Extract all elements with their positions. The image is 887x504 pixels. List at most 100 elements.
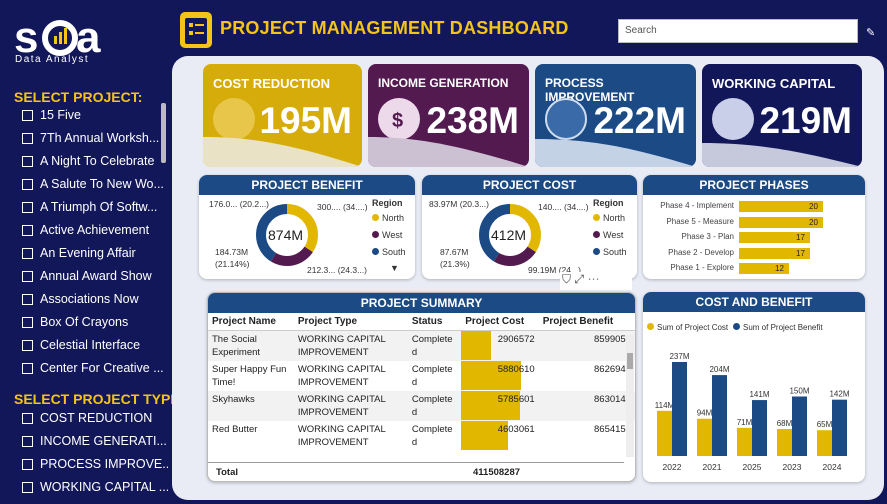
checkbox[interactable] xyxy=(22,247,33,259)
table-row[interactable]: Skyhawks WORKING CAPITAL IMPROVEMENT Compl… xyxy=(208,391,635,421)
legend-item-benefit[interactable]: Sum of Project Benefit xyxy=(733,323,823,332)
phase-row[interactable]: Phase 5 - Measure 20 xyxy=(643,216,865,229)
project-filter-item[interactable]: A Salute To New Wo... xyxy=(22,177,168,191)
table-row[interactable]: The Social Experiment WORKING CAPITAL IMP… xyxy=(208,330,635,361)
legend-item-south[interactable]: South xyxy=(593,247,627,257)
phase-row[interactable]: Phase 2 - Develop 17 xyxy=(643,247,865,260)
cost-and-benefit-card[interactable]: COST AND BENEFIT Sum of Project Cost Sum… xyxy=(643,292,865,482)
project-filter-item[interactable]: Associations Now xyxy=(22,292,168,306)
kpi-label: COST REDUCTION xyxy=(213,76,330,91)
project-type-filter-item[interactable]: WORKING CAPITAL ... xyxy=(22,480,168,494)
focus-mode-icon[interactable]: ⤢ xyxy=(574,272,584,286)
project-type-filter-item[interactable]: COST REDUCTION xyxy=(22,411,168,425)
table-scrollbar[interactable] xyxy=(626,335,634,457)
legend-item-west[interactable]: West xyxy=(593,230,623,240)
eraser-icon[interactable]: ✎ xyxy=(866,27,876,39)
select-project-type-heading: SELECT PROJECT TYPE: xyxy=(14,391,185,407)
cost-benefit-chart[interactable]: 114M 237M 2022 94M 204M 2021 71M 141M 2025 68M 150… xyxy=(643,336,865,482)
benefit-bar[interactable] xyxy=(832,399,847,456)
search-input[interactable]: Search xyxy=(618,19,858,43)
checkbox[interactable] xyxy=(22,435,33,447)
cost-bar[interactable] xyxy=(737,427,752,456)
legend-item-cost[interactable]: Sum of Project Cost xyxy=(647,323,728,332)
project-filter-item[interactable]: An Evening Affair xyxy=(22,246,168,260)
project-filter-label: A Triumph Of Softw... xyxy=(40,200,158,214)
benefit-bar[interactable] xyxy=(752,400,767,456)
column-header[interactable]: Status xyxy=(407,313,462,331)
column-header[interactable]: Project Cost xyxy=(461,313,539,331)
kpi-cost-reduction[interactable]: COST REDUCTION 195M xyxy=(203,64,362,167)
donut-data-label: (21.3%) xyxy=(440,259,470,269)
benefit-donut[interactable] xyxy=(255,203,319,267)
project-cost-card[interactable]: PROJECT COST 412M 83.97M (20.3...) 140..… xyxy=(422,175,637,279)
phase-bar[interactable] xyxy=(739,232,810,243)
column-header[interactable]: Project Name xyxy=(208,313,294,331)
bar-data-label: 94M xyxy=(697,409,713,418)
project-filter-item[interactable]: 15 Five xyxy=(22,108,168,122)
project-filter-item[interactable]: A Night To Celebrate xyxy=(22,154,168,168)
kpi-working-capital[interactable]: WORKING CAPITAL 219M xyxy=(702,64,862,167)
legend-item-west[interactable]: West xyxy=(372,230,402,240)
project-summary-card[interactable]: PROJECT SUMMARY Project Name Project Typ… xyxy=(207,292,636,482)
checkbox[interactable] xyxy=(22,412,33,424)
project-filter-item[interactable]: Active Achievement xyxy=(22,223,168,237)
project-filter-item[interactable]: Box Of Crayons xyxy=(22,315,168,329)
project-filter-item[interactable]: 7Th Annual Worksh... xyxy=(22,131,168,145)
project-type-filter-item[interactable]: PROCESS IMPROVE... xyxy=(22,457,168,471)
project-list-scrollbar[interactable] xyxy=(161,103,166,163)
project-benefit-card[interactable]: PROJECT BENEFIT 874M 176.0... (20.2...) … xyxy=(199,175,415,279)
benefit-bar[interactable] xyxy=(672,362,687,456)
project-phases-card[interactable]: PROJECT PHASES Phase 4 - Implement 20 Phas… xyxy=(643,175,865,279)
legend-scroll-down-icon[interactable]: ▼ xyxy=(390,263,399,273)
kpi-process-improvement[interactable]: PROCESS IMPROVEMENT 222M xyxy=(535,64,696,167)
checkbox[interactable] xyxy=(22,339,33,351)
phase-value: 12 xyxy=(775,264,784,273)
phase-bar[interactable] xyxy=(739,216,823,228)
phase-row[interactable]: Phase 3 - Plan 17 xyxy=(643,232,865,244)
checkbox[interactable] xyxy=(22,178,33,190)
phase-bar[interactable] xyxy=(739,247,810,259)
table-row[interactable]: Red Butter WORKING CAPITAL IMPROVEMENT Com… xyxy=(208,421,635,451)
table-row[interactable]: Super Happy Fun Time! WORKING CAPITAL IMP… xyxy=(208,361,635,391)
cost-donut[interactable] xyxy=(478,203,542,267)
project-type-filter-item[interactable]: INCOME GENERATI... xyxy=(22,434,168,448)
project-filter-item[interactable]: Annual Award Show xyxy=(22,269,168,283)
checkbox[interactable] xyxy=(22,362,33,374)
cost-bar[interactable] xyxy=(817,430,832,456)
cost-bar[interactable] xyxy=(777,429,792,456)
more-options-icon[interactable]: ⋯ xyxy=(587,272,600,286)
checkbox[interactable] xyxy=(22,293,33,305)
checkbox[interactable] xyxy=(22,270,33,282)
project-filter-item[interactable]: Celestial Interface xyxy=(22,338,168,352)
cell-project-cost: 4603061 xyxy=(461,421,538,451)
cost-bar[interactable] xyxy=(657,410,672,456)
sidebar xyxy=(0,0,172,504)
phase-bar[interactable] xyxy=(739,263,789,274)
checkbox[interactable] xyxy=(22,201,33,213)
legend-item-south[interactable]: South xyxy=(372,247,406,257)
phase-row[interactable]: Phase 4 - Implement 20 xyxy=(643,201,865,213)
phase-value: 20 xyxy=(809,202,818,211)
checkbox[interactable] xyxy=(22,155,33,167)
checkbox[interactable] xyxy=(22,458,33,470)
column-header[interactable]: Project Type xyxy=(293,313,408,331)
checkbox[interactable] xyxy=(22,224,33,236)
kpi-income-generation[interactable]: INCOME GENERATION $ 238M xyxy=(368,64,529,167)
legend-item-north[interactable]: North xyxy=(372,213,404,223)
svg-text:s: s xyxy=(14,14,38,58)
checkbox[interactable] xyxy=(22,109,33,121)
cost-bar[interactable] xyxy=(697,418,712,456)
project-filter-item[interactable]: Center For Creative ... xyxy=(22,361,168,375)
benefit-bar[interactable] xyxy=(792,396,807,456)
checkbox[interactable] xyxy=(22,132,33,144)
bar-data-label: 68M xyxy=(777,419,793,428)
benefit-bar[interactable] xyxy=(712,375,727,456)
checkbox[interactable] xyxy=(22,316,33,328)
checkbox[interactable] xyxy=(22,481,33,493)
phase-bar[interactable] xyxy=(739,201,823,212)
project-filter-item[interactable]: A Triumph Of Softw... xyxy=(22,200,168,214)
phase-row[interactable]: Phase 1 - Explore 12 xyxy=(643,263,865,275)
column-header[interactable]: Project Benefit xyxy=(538,313,635,331)
legend-item-north[interactable]: North xyxy=(593,213,625,223)
filter-icon[interactable]: ⛉ xyxy=(562,272,572,286)
